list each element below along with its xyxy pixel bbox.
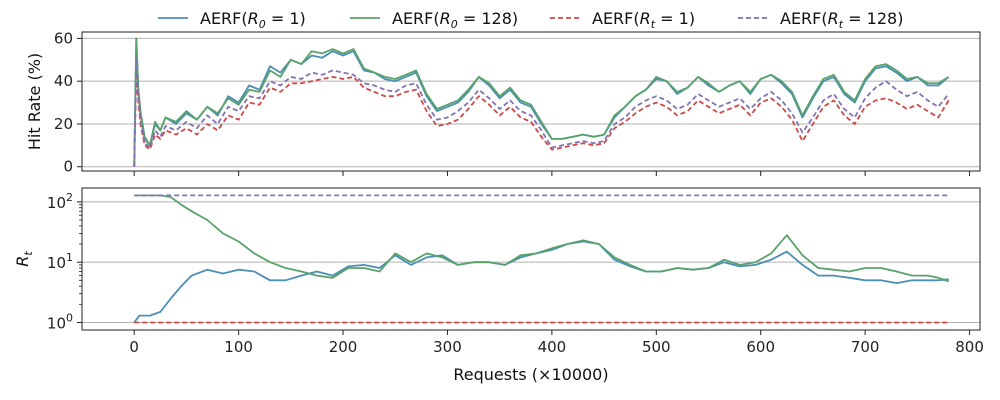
symbol: R (828, 9, 839, 28)
symbol: R (248, 9, 259, 28)
x-tick-label: 400 (538, 338, 567, 356)
subscript: 0 (259, 18, 266, 31)
series-line (133, 58, 950, 167)
plot-frame (81, 31, 981, 172)
tick-base: 10 (47, 314, 66, 332)
legend-label: AERF(R0 = 128) (392, 9, 518, 31)
subscript: t (22, 251, 35, 256)
series-line (133, 240, 949, 324)
series-line (133, 71, 950, 167)
y-tick-label: 20 (54, 115, 73, 133)
x-tick-label: 700 (851, 338, 880, 356)
text-part: AERF( (200, 9, 248, 28)
symbol: R (13, 256, 32, 267)
text-part: = 1) (266, 9, 306, 28)
tick-base: 10 (47, 254, 66, 272)
plot-frame (81, 187, 981, 331)
text-part: = 1) (655, 9, 695, 28)
symbol: R (440, 9, 451, 28)
tick-exponent: 0 (66, 311, 73, 324)
hit-rate-panel: 0 20 40 60 Hit Rate (%) (25, 29, 981, 176)
y-tick-label: 40 (54, 72, 73, 90)
y-tick-label: 60 (54, 29, 73, 47)
legend: AERF(R0 = 1) AERF(R0 = 128) AERF(Rt = 1) AE… (158, 9, 903, 31)
text-part: AERF( (592, 9, 640, 28)
tick-base: 10 (47, 194, 66, 212)
y-tick-label: 100 (47, 311, 73, 332)
legend-entry: AERF(Rt = 1) (550, 9, 695, 31)
legend-label: AERF(R0 = 1) (200, 9, 306, 31)
x-tick-label: 200 (329, 338, 358, 356)
series-line (134, 194, 949, 283)
subscript: t (651, 18, 656, 31)
subscript: t (839, 18, 844, 31)
text-part: = 128) (458, 9, 518, 28)
y-tick-label: 102 (47, 191, 73, 212)
y-axis-label: Rt (13, 251, 35, 267)
legend-label: AERF(Rt = 1) (592, 9, 695, 31)
tick-exponent: 1 (66, 251, 73, 264)
x-axis-label: Requests (×10000) (453, 365, 608, 384)
y-axis-label: Hit Rate (%) (25, 53, 44, 150)
legend-entry: AERF(R0 = 128) (350, 9, 518, 31)
x-tick-label: 300 (433, 338, 462, 356)
series-line (133, 37, 950, 167)
subscript: 0 (451, 18, 458, 31)
series-line (133, 37, 950, 167)
symbol: R (640, 9, 651, 28)
x-tick-label: 500 (642, 338, 671, 356)
tick-exponent: 2 (66, 191, 73, 204)
x-tick-label: 800 (955, 338, 984, 356)
x-tick-label: 0 (129, 338, 139, 356)
x-tick-label: 600 (746, 338, 775, 356)
y-tick-label: 101 (47, 251, 73, 272)
legend-label: AERF(Rt = 128) (780, 9, 903, 31)
legend-entry: AERF(R0 = 1) (158, 9, 306, 31)
text-part: = 128) (843, 9, 903, 28)
y-tick-label: 0 (63, 158, 73, 176)
x-tick-label: 100 (224, 338, 253, 356)
text-part: AERF( (780, 9, 828, 28)
legend-entry: AERF(Rt = 128) (738, 9, 903, 31)
text-part: AERF( (392, 9, 440, 28)
